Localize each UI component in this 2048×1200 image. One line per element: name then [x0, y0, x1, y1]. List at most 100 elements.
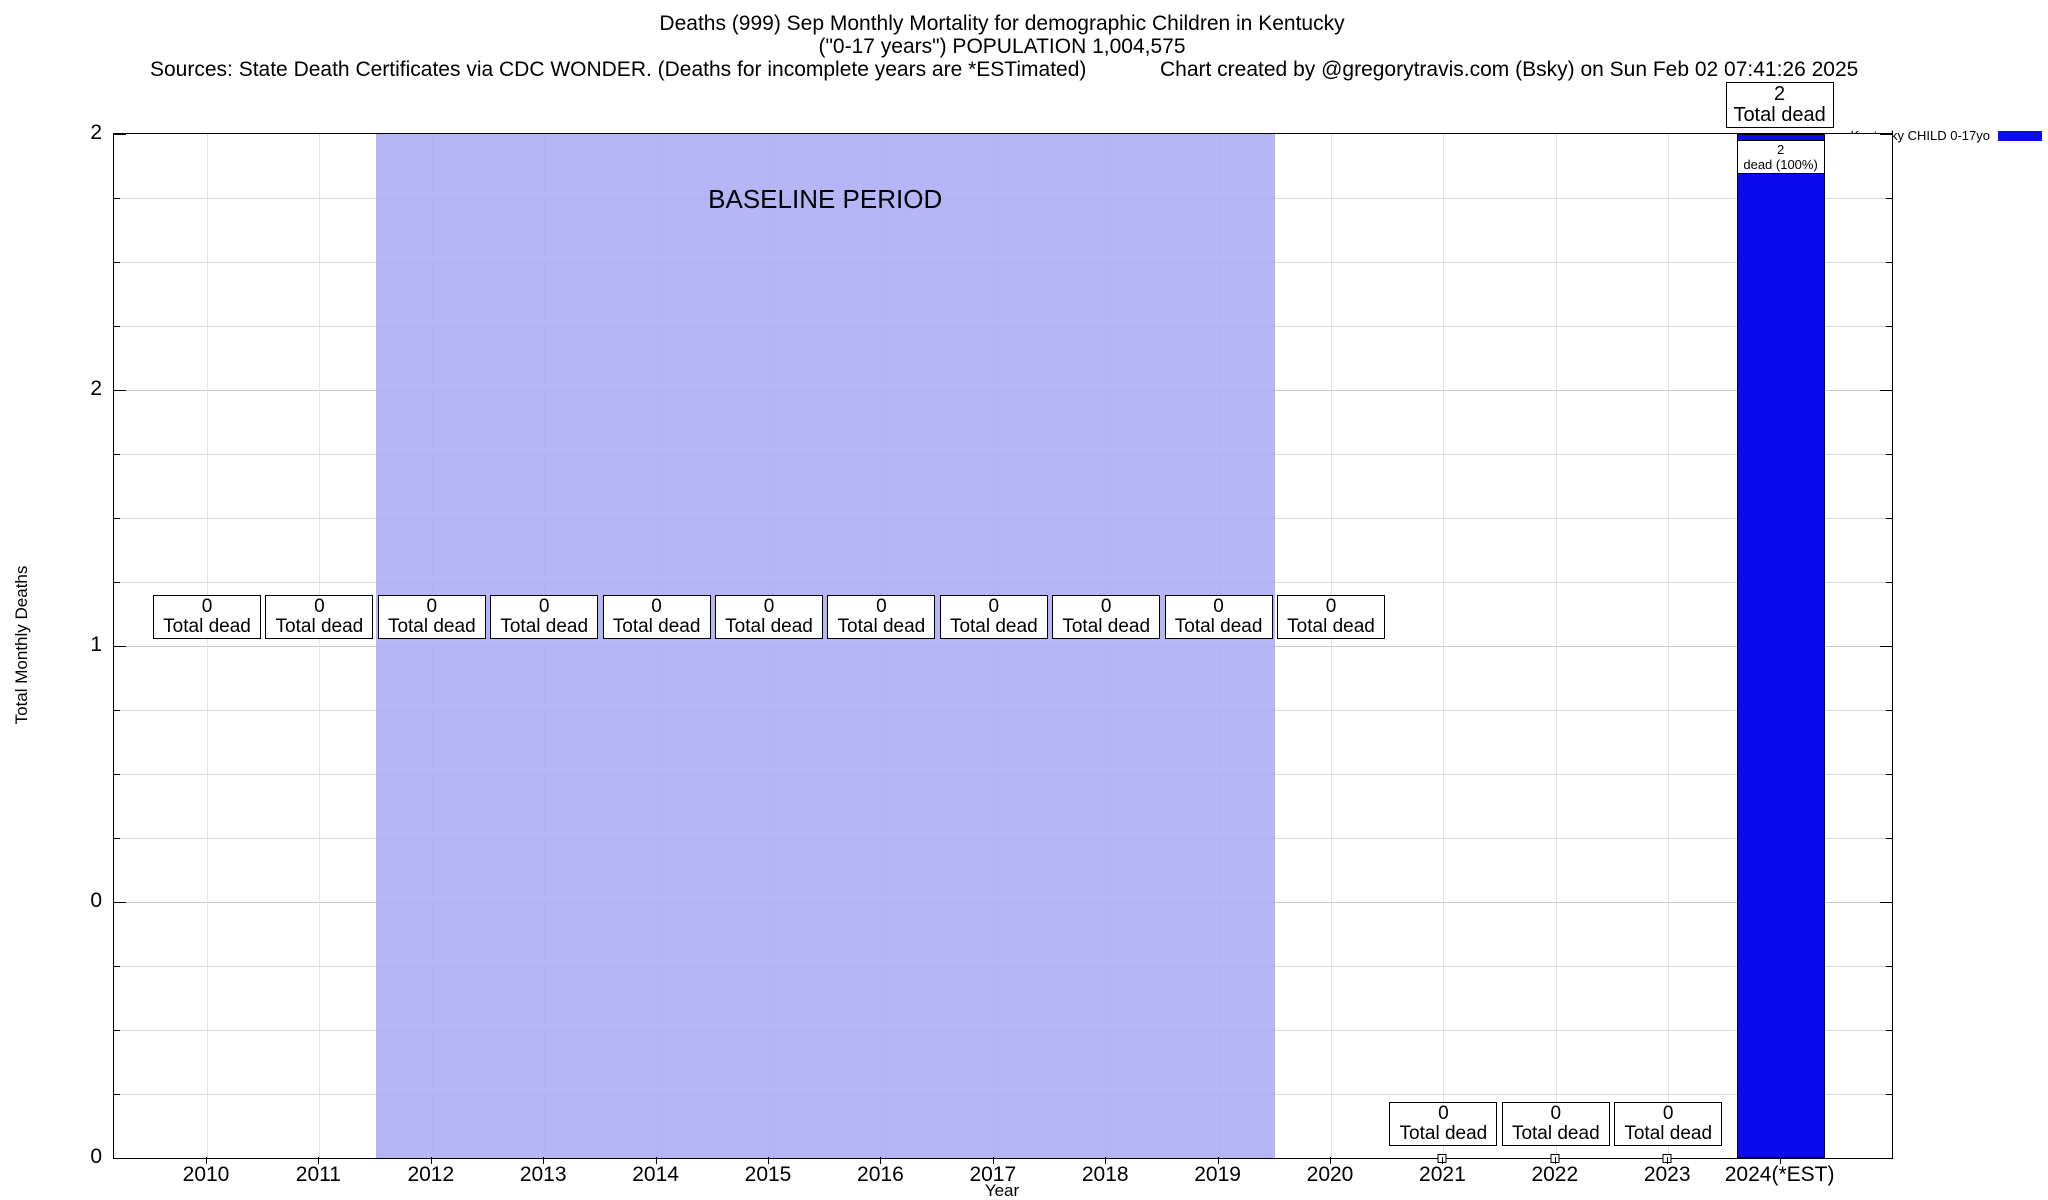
x-tick-label: 2010	[182, 1163, 230, 1186]
zero-box: 0 Total dead	[602, 595, 711, 639]
y-axis-tick	[114, 262, 120, 263]
x-tick-label: 2019	[1194, 1163, 1241, 1186]
zero-box-label: Total dead	[275, 616, 364, 637]
zero-box-label: Total dead	[1062, 616, 1151, 637]
y-axis-tick	[1886, 454, 1892, 455]
zero-box-value: 0	[651, 596, 662, 617]
x-axis-tick	[1554, 1157, 1556, 1164]
x-axis-tick	[1779, 1157, 1781, 1164]
zero-box-label: Total dead	[1174, 616, 1263, 637]
y-axis-tick	[1880, 134, 1892, 135]
bar-total-box: 2 Total dead	[1725, 82, 1834, 128]
bar-total-label: Total dead	[1733, 104, 1826, 126]
y-axis-tick	[114, 582, 120, 583]
gridline-vertical	[1331, 134, 1332, 1158]
y-axis-tick	[1880, 390, 1892, 391]
y-axis-tick	[114, 1158, 126, 1159]
zero-box-label: Total dead	[387, 616, 476, 637]
y-axis-tick	[1886, 198, 1892, 199]
gridline-vertical	[1443, 134, 1444, 1158]
sources-note: Sources: State Death Certificates via CD…	[150, 58, 1087, 81]
bar-inner-label: dead (100%)	[1743, 157, 1818, 172]
zero-box-label: Total dead	[725, 616, 813, 637]
bar-total-value: 2	[1774, 83, 1786, 105]
zero-box-value: 0	[201, 596, 213, 617]
y-tick-label: 2	[90, 377, 102, 400]
zero-box-value: 0	[1325, 596, 1337, 617]
zero-box-value: 0	[1100, 596, 1112, 617]
zero-box-value: 0	[1550, 1103, 1562, 1124]
chart-title-line1: Deaths (999) Sep Monthly Mortality for d…	[659, 12, 1345, 35]
x-axis-tick	[1105, 1157, 1107, 1164]
zero-box-value: 0	[1438, 1103, 1449, 1124]
zero-box: 0 Total dead	[1501, 1102, 1610, 1146]
y-axis-tick	[1886, 1094, 1892, 1095]
zero-box-label: Total dead	[949, 616, 1038, 637]
baseline-region	[375, 134, 1275, 1158]
baseline-period-label: BASELINE PERIOD	[708, 184, 943, 214]
bar-inner-box: 2 dead (100%)	[1736, 140, 1825, 174]
x-tick-label: 2023	[1643, 1163, 1691, 1186]
legend-swatch-icon	[1998, 130, 2042, 141]
zero-box: 0 Total dead	[153, 595, 261, 639]
x-tick-label: 2011	[295, 1163, 341, 1186]
zero-box-value: 0	[876, 596, 887, 617]
zero-box: 0 Total dead	[715, 595, 823, 639]
zero-box-label: Total dead	[163, 616, 251, 637]
y-axis-tick	[1886, 582, 1892, 583]
y-axis-tick	[114, 710, 120, 711]
y-axis-tick	[114, 774, 120, 775]
zero-box-label: Total dead	[1511, 1123, 1600, 1144]
x-tick-label: 2024(*EST)	[1724, 1163, 1835, 1186]
y-axis-tick	[1886, 1030, 1892, 1031]
zero-box-label: Total dead	[500, 616, 589, 637]
x-axis-title: Year	[984, 1181, 1020, 1200]
y-axis-tick	[114, 518, 120, 519]
x-axis-tick	[318, 1157, 320, 1164]
y-axis-tick	[114, 1094, 120, 1095]
y-axis-tick	[1880, 646, 1892, 647]
y-axis-tick	[114, 390, 126, 391]
y-axis-tick	[1886, 262, 1892, 263]
zero-box: 0 Total dead	[490, 595, 599, 639]
zero-box: 0 Total dead	[1614, 1102, 1723, 1146]
zero-box-label: Total dead	[1399, 1123, 1488, 1144]
x-axis-tick	[1442, 1157, 1444, 1164]
y-axis-tick	[114, 966, 120, 967]
zero-box-label: Total dead	[1624, 1123, 1713, 1144]
zero-box: 0 Total dead	[265, 595, 374, 639]
x-axis-tick	[655, 1157, 657, 1164]
y-axis-tick	[114, 1030, 120, 1031]
y-tick-label: 2	[90, 121, 102, 144]
x-tick-label: 2013	[519, 1163, 567, 1186]
zero-box: 0 Total dead	[1389, 1102, 1498, 1146]
zero-box: 0 Total dead	[1277, 595, 1385, 639]
x-tick-label: 2018	[1081, 1163, 1129, 1186]
plot-area: BASELINE PERIOD 0 Total dead 0 Total dead 0 To…	[113, 133, 1893, 1159]
zero-box-value: 0	[426, 596, 438, 617]
x-tick-label: 2017	[969, 1163, 1017, 1186]
y-axis-tick	[1886, 710, 1892, 711]
x-tick-label: 2016	[857, 1163, 904, 1186]
zero-box-label: Total dead	[1287, 616, 1375, 637]
x-axis-tick	[206, 1157, 207, 1164]
zero-box: 0 Total dead	[1052, 595, 1161, 639]
x-axis-tick	[543, 1157, 545, 1164]
zero-box-label: Total dead	[837, 616, 926, 637]
y-axis-tick	[1886, 966, 1892, 967]
zero-box: 0 Total dead	[939, 595, 1048, 639]
zero-box-value: 0	[314, 596, 325, 617]
x-axis-tick	[880, 1157, 882, 1164]
x-axis-tick	[430, 1157, 432, 1164]
y-axis-tick	[1886, 326, 1892, 327]
x-tick-label: 2012	[407, 1163, 455, 1186]
x-tick-label: 2022	[1531, 1163, 1579, 1186]
y-axis-tick	[114, 198, 120, 199]
y-axis-tick	[114, 326, 120, 327]
chart-title-line2: ("0-17 years") POPULATION 1,004,575	[818, 35, 1186, 58]
gridline-vertical	[1556, 134, 1557, 1158]
zero-box: 0 Total dead	[377, 595, 486, 639]
zero-box: 0 Total dead	[827, 595, 936, 639]
x-axis-tick	[768, 1157, 769, 1164]
